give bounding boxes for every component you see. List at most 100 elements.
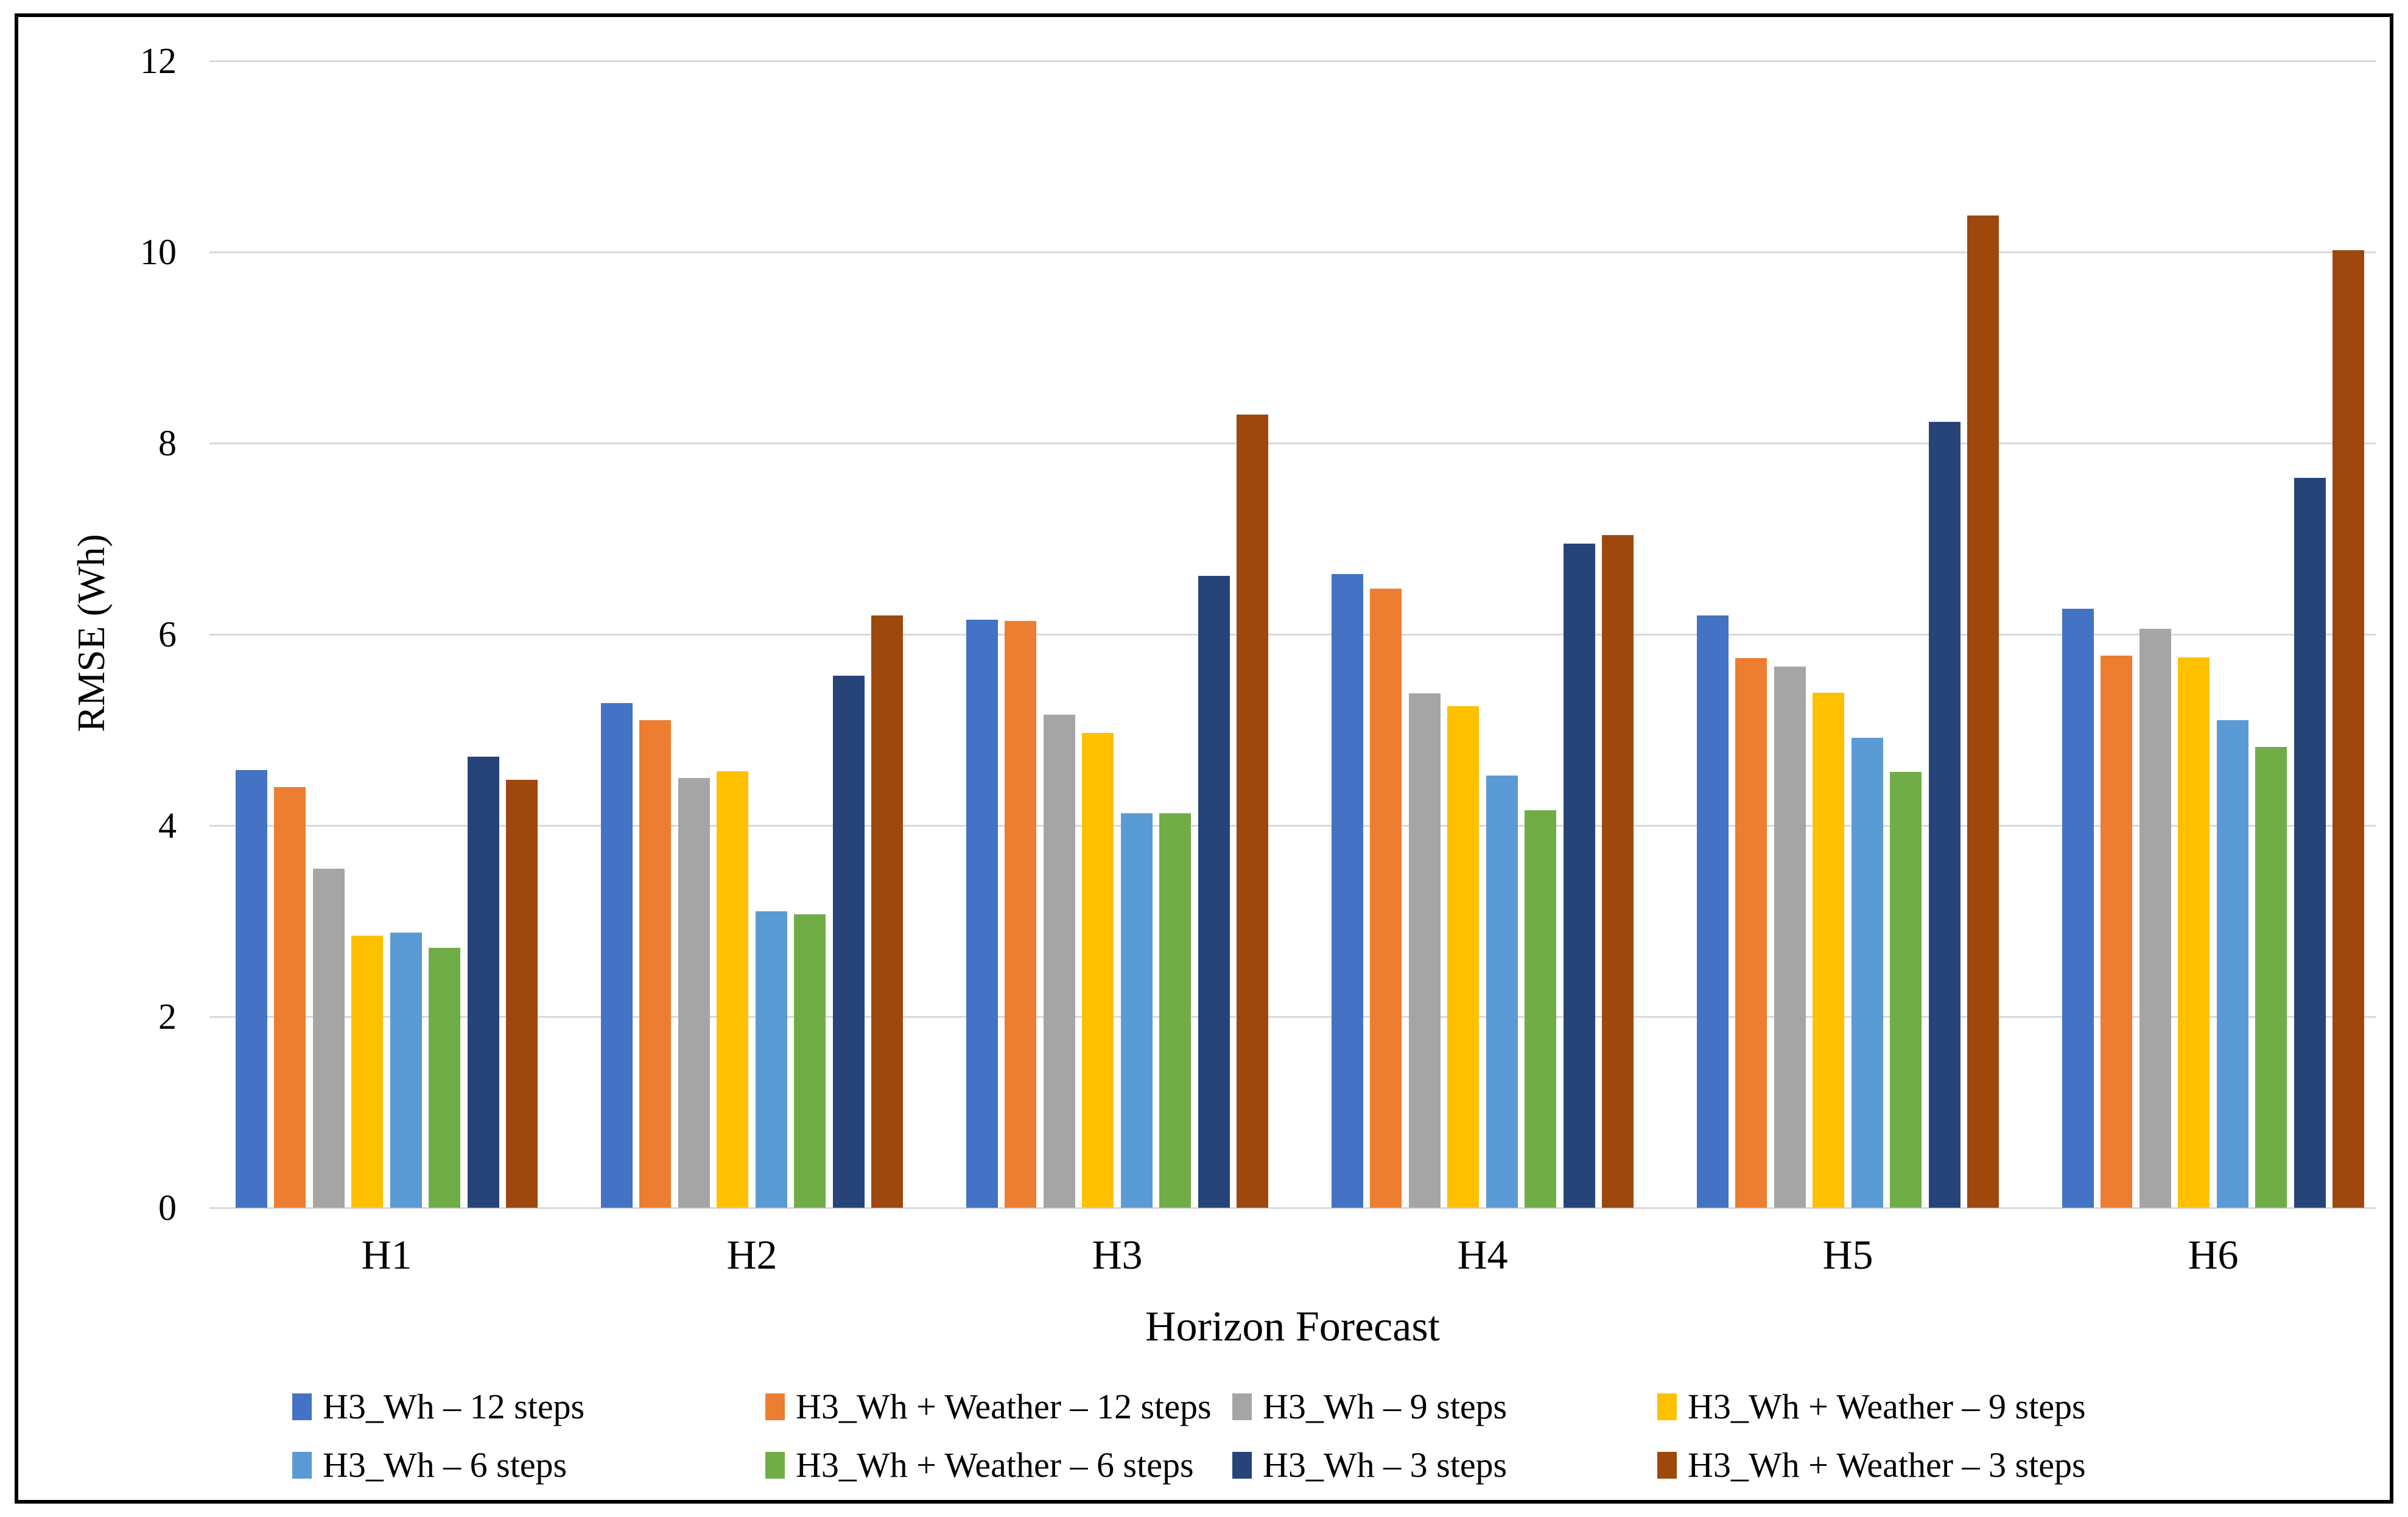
legend-label: H3_Wh + Weather – 9 steps <box>1688 1387 2086 1426</box>
bar <box>429 947 461 1208</box>
gridline-y8 <box>209 442 2376 444</box>
legend-item: H3_Wh – 12 steps <box>292 1389 584 1424</box>
gridline-y12 <box>209 60 2376 62</box>
bar <box>274 787 306 1208</box>
bar <box>1447 706 1480 1208</box>
bar <box>639 720 672 1208</box>
bar <box>505 779 538 1208</box>
y-tick-label-10: 10 <box>140 232 177 272</box>
bar <box>2062 608 2094 1208</box>
bar <box>1159 813 1192 1208</box>
legend-item: H3_Wh – 6 steps <box>292 1448 567 1483</box>
gridline-y0 <box>209 1207 2376 1209</box>
gridline-y6 <box>209 633 2376 636</box>
bar-group-H2 <box>601 615 903 1208</box>
bar <box>1928 422 1960 1208</box>
bar <box>1774 667 1806 1208</box>
bar-group-H4 <box>1332 534 1634 1208</box>
bar-group-H3 <box>966 414 1268 1208</box>
legend-swatch <box>765 1393 785 1420</box>
bar <box>1697 615 1729 1208</box>
x-tick-label-H3: H3 <box>1092 1231 1143 1278</box>
y-tick-label-8: 8 <box>158 423 177 463</box>
bar <box>966 620 998 1208</box>
gridline-y4 <box>209 824 2376 827</box>
legend-item: H3_Wh + Weather – 6 steps <box>765 1448 1194 1483</box>
legend-swatch <box>292 1452 312 1479</box>
legend-label: H3_Wh – 3 steps <box>1263 1445 1508 1485</box>
x-tick-label-H4: H4 <box>1457 1231 1508 1278</box>
bar <box>467 756 499 1208</box>
bar <box>1332 574 1363 1208</box>
y-tick-label-4: 4 <box>158 805 177 846</box>
bar <box>2294 477 2326 1208</box>
plot-area <box>209 60 2376 1209</box>
y-tick-label-12: 12 <box>140 41 177 81</box>
bar <box>678 777 710 1208</box>
bar <box>236 769 267 1208</box>
bar <box>871 615 903 1208</box>
legend-swatch <box>1657 1393 1677 1420</box>
x-tick-label-H1: H1 <box>361 1231 412 1278</box>
bar <box>1408 693 1441 1208</box>
bar <box>1563 543 1595 1208</box>
legend-label: H3_Wh – 6 steps <box>323 1445 567 1485</box>
bar <box>1370 588 1402 1208</box>
legend-swatch <box>1232 1452 1252 1479</box>
bar <box>2101 655 2133 1208</box>
x-tick-label-H6: H6 <box>2188 1231 2239 1278</box>
bar <box>601 703 633 1208</box>
bar <box>1851 737 1883 1208</box>
bar <box>1813 692 1845 1208</box>
bar <box>2255 747 2287 1208</box>
bar <box>2178 657 2210 1208</box>
bar <box>1967 215 1999 1208</box>
legend-label: H3_Wh – 9 steps <box>1263 1387 1508 1426</box>
bar <box>1082 732 1114 1208</box>
bar <box>1198 576 1230 1208</box>
gridline-y10 <box>209 251 2376 253</box>
bar-group-H5 <box>1697 215 1999 1208</box>
bar <box>351 935 384 1208</box>
bar-group-H6 <box>2062 250 2364 1208</box>
x-tick-label-H2: H2 <box>726 1231 778 1278</box>
legend-swatch <box>292 1393 312 1420</box>
y-tick-label-6: 6 <box>158 614 177 654</box>
legend-item: H3_Wh + Weather – 9 steps <box>1657 1389 2086 1424</box>
x-axis-title: Horizon Forecast <box>1145 1303 1441 1350</box>
bar <box>1486 776 1518 1208</box>
bar <box>794 914 826 1208</box>
bar <box>1890 772 1922 1208</box>
bar <box>832 675 865 1208</box>
legend-label: H3_Wh + Weather – 12 steps <box>796 1387 1212 1426</box>
legend-item: H3_Wh + Weather – 12 steps <box>765 1389 1212 1424</box>
legend-label: H3_Wh – 12 steps <box>323 1387 585 1426</box>
bar <box>312 868 345 1208</box>
legend-swatch <box>1232 1393 1252 1420</box>
y-tick-label-2: 2 <box>158 997 177 1037</box>
bar <box>1043 714 1075 1208</box>
bar <box>755 911 787 1208</box>
bar <box>1120 813 1153 1208</box>
x-tick-label-H5: H5 <box>1822 1231 1873 1278</box>
bar <box>1735 658 1767 1208</box>
y-tick-label-0: 0 <box>158 1188 177 1228</box>
bar <box>1005 621 1037 1208</box>
bar <box>1601 534 1634 1208</box>
bar <box>717 771 749 1208</box>
bar <box>1525 810 1557 1208</box>
bar <box>2216 720 2248 1208</box>
legend-item: H3_Wh – 3 steps <box>1232 1448 1507 1483</box>
gridline-y2 <box>209 1015 2376 1018</box>
bar-group-H1 <box>236 756 538 1208</box>
legend-label: H3_Wh + Weather – 6 steps <box>796 1445 1194 1485</box>
bar <box>390 932 422 1208</box>
legend-item: H3_Wh – 9 steps <box>1232 1389 1507 1424</box>
legend-swatch <box>1657 1452 1677 1479</box>
bar <box>1236 414 1268 1208</box>
legend-label: H3_Wh + Weather – 3 steps <box>1688 1445 2086 1485</box>
bar <box>2139 628 2171 1208</box>
legend-swatch <box>765 1452 785 1479</box>
legend-item: H3_Wh + Weather – 3 steps <box>1657 1448 2086 1483</box>
